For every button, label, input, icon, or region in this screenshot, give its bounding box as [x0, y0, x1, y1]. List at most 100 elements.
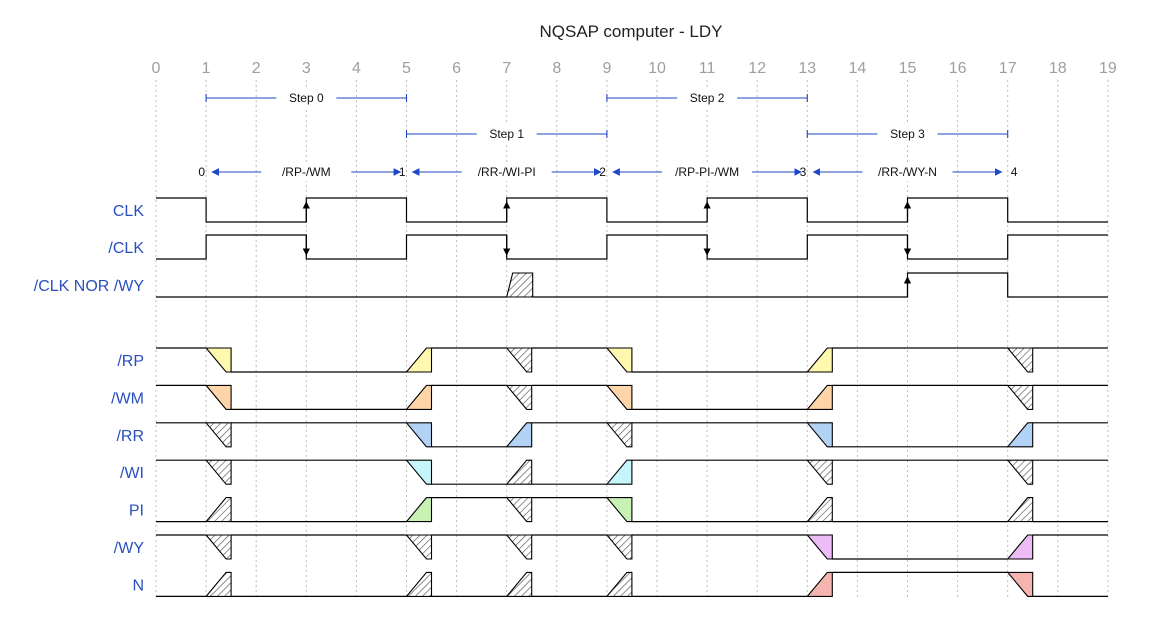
- signal-wi: /WI: [120, 459, 1108, 485]
- tick-label: 0: [152, 60, 161, 77]
- microstep-span: /RP-PI-/WM 2: [599, 163, 803, 181]
- time-axis: 0 1 2 3 4 5 6 7 8 9 10 11 12 13 14 15 16 17 18 19: [152, 60, 1117, 77]
- tick-label: 10: [648, 60, 666, 77]
- signal-transition: [1006, 571, 1034, 597]
- microstep-start-number: 2: [599, 165, 606, 179]
- signal-label: /WY: [114, 540, 145, 557]
- microstep-start-number: 1: [399, 165, 406, 179]
- microstep-label-bg: [862, 163, 953, 181]
- tick-label: 7: [502, 60, 511, 77]
- tick-label: 9: [602, 60, 611, 77]
- microstep-label: /RP-/WM: [282, 165, 331, 179]
- signal-glitch: [204, 422, 232, 448]
- tick-label: 17: [999, 60, 1017, 77]
- tick-label: 3: [302, 60, 311, 77]
- signal-transition: [1006, 422, 1034, 448]
- signal-transition: [204, 384, 232, 410]
- tick-label: 5: [402, 60, 411, 77]
- microstep-label: /RR-/WY-N: [878, 165, 937, 179]
- signal-glitch: [505, 459, 533, 485]
- microstep-start-number: 3: [800, 165, 807, 179]
- signal-transition: [806, 347, 833, 373]
- tick-label: 2: [252, 60, 261, 77]
- signal-rr: /RR: [116, 422, 1108, 448]
- signal-transition: [405, 459, 433, 485]
- signal-transition: [505, 422, 533, 448]
- signal-glitch: [204, 534, 232, 560]
- signal-label: /WI: [120, 465, 144, 482]
- step-label: Step 2: [690, 91, 725, 105]
- signal-transition: [1006, 534, 1034, 560]
- signal-glitch: [505, 571, 533, 597]
- signal-glitch: [1006, 347, 1034, 373]
- microstep-span: /RR-/WI-PI 1: [399, 163, 602, 181]
- signal-transition: [806, 384, 833, 410]
- signal-label: /CLK: [108, 240, 144, 257]
- clock-clk: CLK: [113, 197, 1108, 223]
- microstep-start-number: 0: [198, 165, 205, 179]
- signal-glitch: [605, 422, 633, 448]
- nor-signal: /CLK NOR /WY: [34, 272, 1108, 298]
- microstep-span: /RR-/WY-N 3 4: [800, 163, 1018, 181]
- tick-label: 13: [798, 60, 816, 77]
- microstep-label-bg: [461, 163, 552, 181]
- microstep-spans: /RP-/WM 0/RR-/WI-PI 1/RP-PI-/WM 2/RR-/WY-N 3…: [198, 163, 1018, 181]
- step-span: Step 1: [405, 125, 608, 143]
- tick-label: 12: [748, 60, 766, 77]
- step-span: Step 3: [806, 125, 1009, 143]
- signal-label: N: [132, 577, 144, 594]
- step-spans: Step 0 Step 1 Step 2 Step 3: [205, 89, 1009, 143]
- signal-transition: [405, 384, 433, 410]
- step-label-bg: [276, 89, 337, 107]
- signal-transition: [806, 534, 833, 560]
- step-span: Step 0: [205, 89, 408, 107]
- signal-glitch: [605, 534, 633, 560]
- signal-wm: /WM: [111, 384, 1108, 410]
- signal-transition: [605, 384, 633, 410]
- signal-transition: [405, 422, 433, 448]
- microstep-label: /RR-/WI-PI: [478, 165, 536, 179]
- signal-pi: PI: [129, 497, 1108, 523]
- signal-glitch: [505, 347, 533, 373]
- control-signals: /RP/WM/RR/WI PI/WY N: [111, 347, 1108, 598]
- signal-label: /RR: [116, 428, 144, 445]
- signal-glitch: [505, 534, 533, 560]
- signal-glitch: [505, 497, 533, 523]
- step-label-bg: [877, 125, 938, 143]
- clock-signals: CLK/CLK: [108, 197, 1108, 260]
- step-label-bg: [476, 125, 537, 143]
- step-label: Step 1: [489, 127, 524, 141]
- signal-glitch: [405, 571, 433, 597]
- signal-glitch: [1006, 384, 1034, 410]
- signal-glitch: [204, 571, 232, 597]
- signal-glitch: [204, 459, 232, 485]
- signal-glitch: [806, 497, 833, 523]
- signal-label: PI: [129, 503, 144, 520]
- tick-label: 8: [552, 60, 561, 77]
- nor-wave: [532, 272, 1108, 298]
- step-label-bg: [677, 89, 738, 107]
- clock-wave: [156, 197, 1108, 223]
- tick-label: 16: [949, 60, 967, 77]
- signal-glitch: [204, 497, 232, 523]
- step-span: Step 2: [606, 89, 808, 107]
- diagram-title: NQSAP computer - LDY: [540, 22, 723, 41]
- tick-label: 11: [699, 60, 716, 77]
- microstep-label-bg: [662, 163, 753, 181]
- signal-label: /CLK NOR /WY: [34, 278, 145, 295]
- microstep-label: /RP-PI-/WM: [675, 165, 739, 179]
- step-label: Step 0: [289, 91, 324, 105]
- signal-glitch: [605, 571, 633, 597]
- signal-label: CLK: [113, 203, 144, 220]
- signal-glitch: [405, 534, 433, 560]
- tick-label: 19: [1099, 60, 1117, 77]
- microstep-span: /RP-/WM 0: [198, 163, 402, 181]
- step-label: Step 3: [890, 127, 925, 141]
- signal-glitch: [806, 459, 833, 485]
- tick-label: 15: [899, 60, 917, 77]
- microstep-label-bg: [261, 163, 352, 181]
- signal-transition: [605, 459, 633, 485]
- signal-transition: [605, 497, 633, 523]
- signal-transition: [806, 571, 833, 597]
